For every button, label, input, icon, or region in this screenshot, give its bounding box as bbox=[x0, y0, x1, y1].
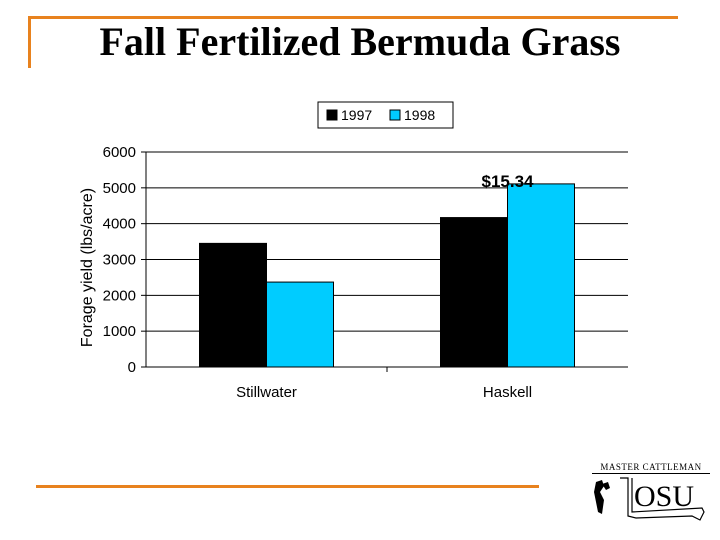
bar-1998-haskell bbox=[507, 183, 575, 368]
y-tick-label: 6000 bbox=[103, 144, 136, 161]
y-tick-label: 0 bbox=[128, 359, 136, 376]
legend-label-1998: 1998 bbox=[404, 107, 435, 123]
legend: 1997 1998 bbox=[317, 101, 454, 129]
price-annotation: $15.34 bbox=[482, 172, 535, 191]
cowboy-logo-icon: OSU bbox=[594, 477, 705, 521]
top-accent-line bbox=[28, 16, 678, 19]
logo-text: OSU bbox=[634, 480, 694, 513]
x-tick-label: Haskell bbox=[483, 384, 532, 401]
legend-swatch-1997 bbox=[326, 109, 338, 121]
bar-1997-haskell bbox=[440, 217, 508, 368]
y-axis-title: Forage yield (lbs/acre) bbox=[79, 188, 96, 347]
y-tick-label: 4000 bbox=[103, 216, 136, 233]
y-tick-label: 2000 bbox=[103, 287, 136, 304]
bars bbox=[199, 183, 575, 368]
labels: 0 1000 2000 3000 4000 5000 6000 Forage yield (l… bbox=[79, 144, 534, 401]
x-tick-label: Stillwater bbox=[236, 384, 297, 401]
y-tick-label: 1000 bbox=[103, 323, 136, 340]
left-accent-line bbox=[28, 16, 31, 68]
legend-box bbox=[317, 101, 454, 129]
y-tick-label: 5000 bbox=[103, 180, 136, 197]
bar-1997-stillwater bbox=[199, 242, 267, 368]
slide-title: Fall Fertilized Bermuda Grass bbox=[99, 19, 621, 64]
bottom-accent-line bbox=[36, 485, 539, 488]
logo-caption: MASTER CATTLEMAN bbox=[592, 462, 710, 474]
legend-label-1997: 1997 bbox=[341, 107, 372, 123]
y-tick-label: 3000 bbox=[103, 252, 136, 269]
osu-master-cattleman-logo: MASTER CATTLEMAN OSU bbox=[592, 462, 710, 524]
legend-swatch-1998 bbox=[389, 109, 401, 121]
bar-1998-stillwater bbox=[266, 281, 334, 368]
